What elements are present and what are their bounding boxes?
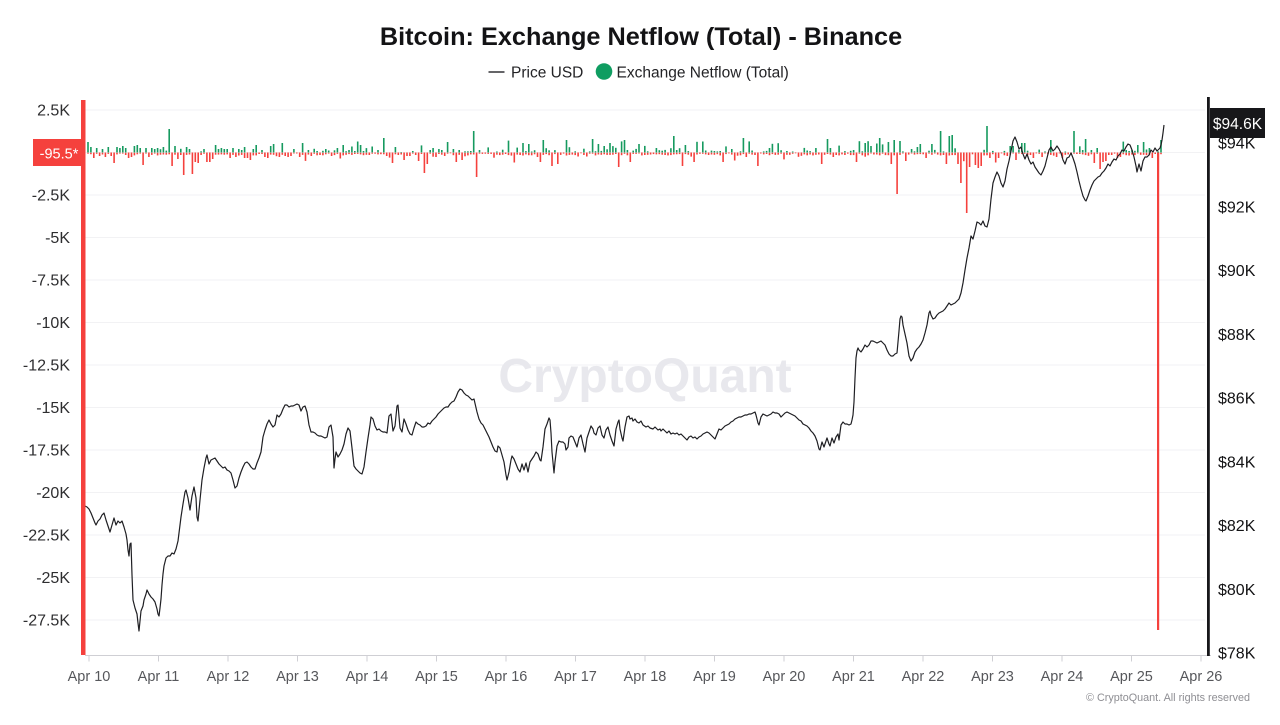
svg-text:Price USD: Price USD <box>511 64 583 81</box>
svg-text:Apr 21: Apr 21 <box>832 669 875 685</box>
svg-text:Apr 20: Apr 20 <box>763 669 806 685</box>
svg-text:$86K: $86K <box>1218 391 1256 408</box>
svg-text:Apr 24: Apr 24 <box>1041 669 1084 685</box>
svg-text:-25K: -25K <box>36 570 70 587</box>
svg-text:-2.5K: -2.5K <box>32 188 71 205</box>
svg-text:Apr 14: Apr 14 <box>346 669 389 685</box>
svg-text:-17.5K: -17.5K <box>23 443 70 460</box>
svg-text:-22.5K: -22.5K <box>23 528 70 545</box>
svg-text:Apr 18: Apr 18 <box>624 669 667 685</box>
svg-text:-20K: -20K <box>36 485 70 502</box>
svg-text:Apr 12: Apr 12 <box>207 669 250 685</box>
svg-text:Apr 17: Apr 17 <box>554 669 597 685</box>
svg-text:-7.5K: -7.5K <box>32 273 71 290</box>
svg-text:Apr 11: Apr 11 <box>138 669 180 685</box>
svg-text:$78K: $78K <box>1218 646 1256 663</box>
svg-text:Apr 10: Apr 10 <box>68 669 111 685</box>
svg-text:$94K: $94K <box>1218 136 1256 153</box>
svg-text:© CryptoQuant. All rights rese: © CryptoQuant. All rights reserved <box>1086 692 1250 704</box>
svg-text:Apr 22: Apr 22 <box>902 669 945 685</box>
svg-text:$82K: $82K <box>1218 518 1256 535</box>
svg-text:-95.5*: -95.5* <box>40 147 79 163</box>
svg-text:-5K: -5K <box>45 230 70 247</box>
svg-text:Bitcoin: Exchange Netflow (Tot: Bitcoin: Exchange Netflow (Total) - Bina… <box>380 23 902 51</box>
svg-text:Apr 16: Apr 16 <box>485 669 528 685</box>
svg-text:$94.6K: $94.6K <box>1213 116 1263 133</box>
svg-text:$84K: $84K <box>1218 454 1256 471</box>
svg-text:Apr 23: Apr 23 <box>971 669 1014 685</box>
svg-text:$90K: $90K <box>1218 263 1256 280</box>
svg-text:Apr 19: Apr 19 <box>693 669 736 685</box>
svg-text:Apr 15: Apr 15 <box>415 669 458 685</box>
svg-text:-15K: -15K <box>36 400 70 417</box>
svg-text:$88K: $88K <box>1218 327 1256 344</box>
svg-text:Apr 25: Apr 25 <box>1110 669 1153 685</box>
svg-text:2.5K: 2.5K <box>37 103 70 120</box>
svg-text:CryptoQuant: CryptoQuant <box>498 350 791 403</box>
svg-text:-12.5K: -12.5K <box>23 358 70 375</box>
svg-text:-27.5K: -27.5K <box>23 613 70 630</box>
svg-text:-10K: -10K <box>36 315 70 332</box>
svg-text:$92K: $92K <box>1218 199 1256 216</box>
svg-text:$80K: $80K <box>1218 582 1256 599</box>
svg-text:Apr 13: Apr 13 <box>276 669 319 685</box>
svg-text:Apr 26: Apr 26 <box>1180 669 1223 685</box>
svg-text:Exchange Netflow (Total): Exchange Netflow (Total) <box>617 64 789 81</box>
